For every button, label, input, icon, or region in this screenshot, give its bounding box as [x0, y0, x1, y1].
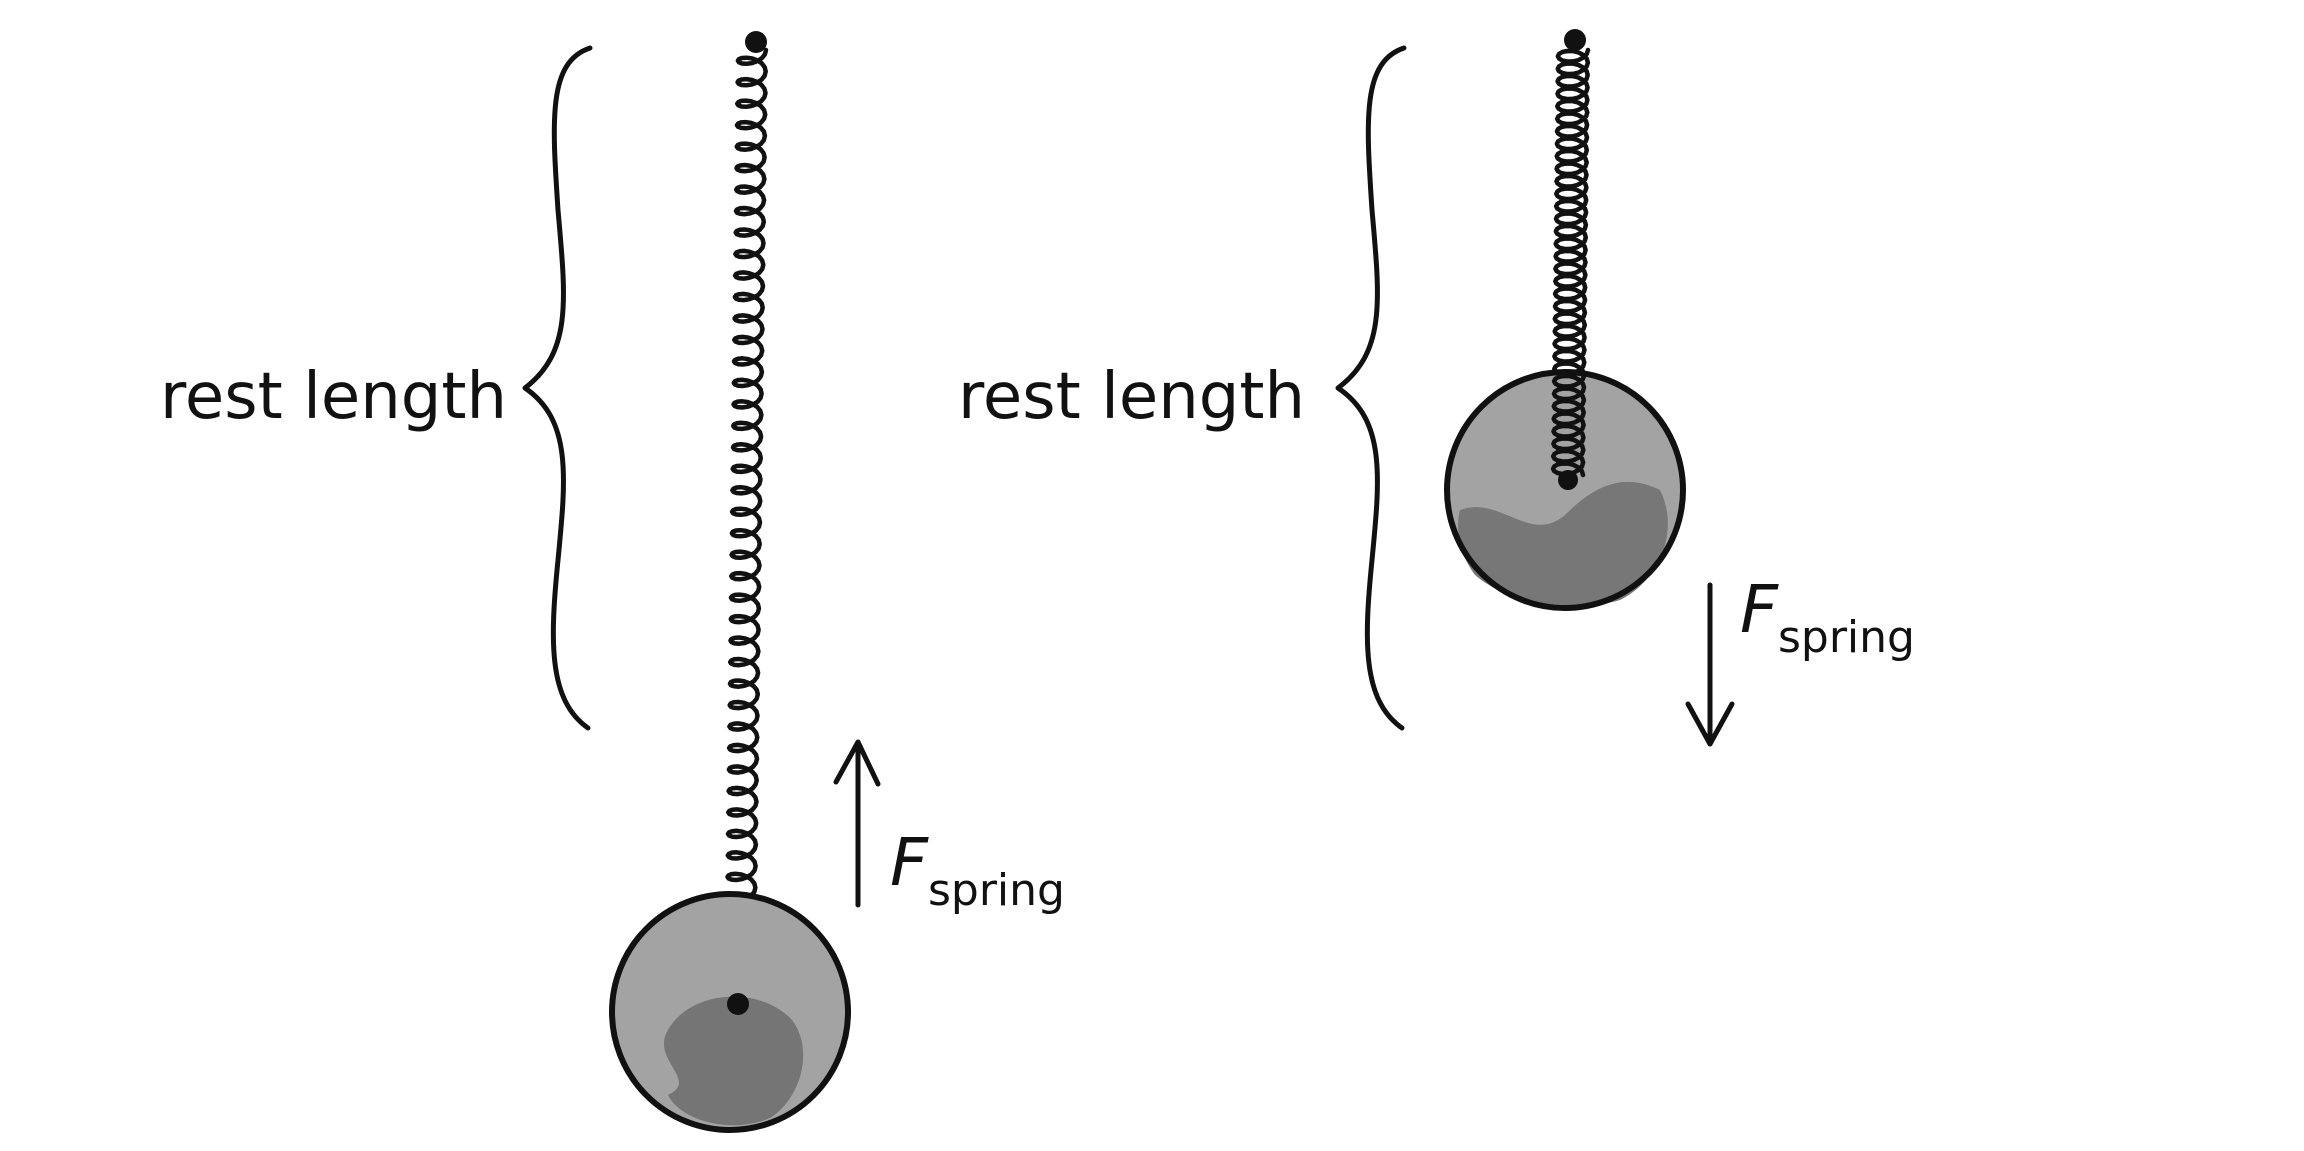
right-spring-coil — [1550, 47, 1591, 478]
left-force-arrow — [833, 739, 881, 908]
right-force-label: Fspring — [1740, 571, 1915, 663]
left-rest-length-label: rest length — [160, 360, 507, 434]
right-spring-anchor — [1564, 29, 1586, 51]
right-rest-length-brace — [1335, 45, 1407, 731]
right-rest-length-label: rest length — [958, 360, 1305, 434]
left-spring-coil — [723, 47, 769, 998]
left-panel: rest length Fspring — [160, 31, 1065, 1133]
right-force-arrow — [1685, 582, 1735, 747]
left-bob — [609, 891, 851, 1133]
left-rest-length-brace — [522, 45, 593, 731]
left-spring-bottom-anchor — [727, 993, 749, 1015]
left-spring-anchor — [745, 31, 767, 53]
left-force-label: Fspring — [890, 824, 1065, 916]
right-panel: rest length Fspring — [958, 29, 1915, 747]
right-bob — [1444, 369, 1686, 611]
right-spring-bottom-anchor — [1558, 470, 1578, 490]
